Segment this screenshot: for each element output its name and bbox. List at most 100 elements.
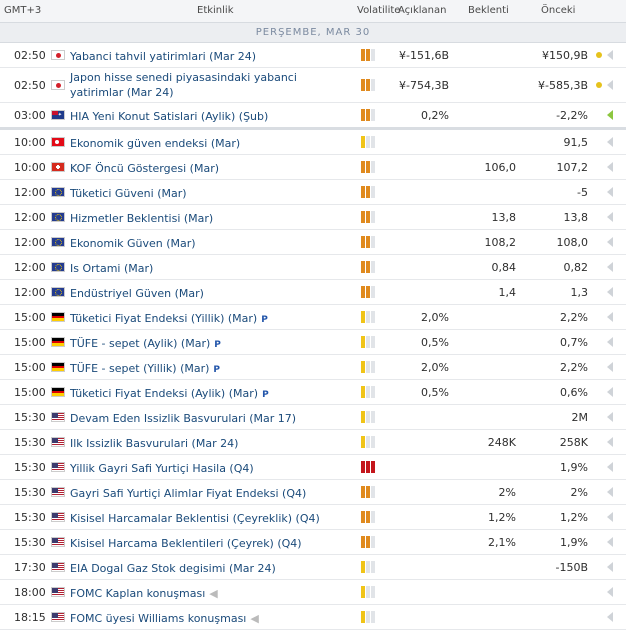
volatility-bar (361, 136, 365, 148)
alert-bell-icon[interactable] (607, 312, 613, 322)
event-link[interactable]: FOMC Kaplan konuşması (70, 587, 206, 600)
event-link[interactable]: Japon hisse senedi piyasasindaki yabanci… (70, 71, 297, 99)
alert-bell-icon[interactable] (607, 262, 613, 272)
event-link[interactable]: Ekonomik Güven (Mar) (70, 237, 196, 250)
alert-bell-icon[interactable] (607, 587, 613, 597)
alert-bell-icon[interactable] (607, 212, 613, 222)
table-row[interactable]: 03:00 ✦ HIA Yeni Konut Satislari (Aylik) (… (0, 103, 626, 130)
alert-bell-icon[interactable] (607, 412, 613, 422)
alert-bell-icon[interactable] (607, 162, 613, 172)
status-dot-icon (596, 82, 602, 88)
table-row[interactable]: 10:00 KOF Öncü Göstergesi (Mar) 106,0 107,2 (0, 155, 626, 180)
event-link[interactable]: Kisisel Harcama Beklentileri (Çeyrek) (Q… (70, 537, 302, 550)
event-link[interactable]: Tüketici Fiyat Endeksi (Yillik) (Mar) (70, 312, 258, 325)
volatility-bar (371, 436, 375, 448)
event-link[interactable]: Tüketici Güveni (Mar) (70, 187, 187, 200)
alert-bell-icon[interactable] (607, 512, 613, 522)
volatility-bar (371, 286, 375, 298)
flag-eu-icon (51, 212, 65, 222)
table-row[interactable]: 12:00 Is Ortami (Mar) 0,84 0,82 (0, 255, 626, 280)
volatility-bar (371, 411, 375, 423)
event-link[interactable]: Devam Eden Issizlik Basvurulari (Mar 17) (70, 412, 297, 425)
volatility-indicator (361, 136, 381, 148)
table-row[interactable]: 15:30 Ilk Issizlik Basvurulari (Mar 24) 24… (0, 430, 626, 455)
col-actual: Açıklanan (398, 5, 447, 16)
event-link[interactable]: TÜFE - sepet (Aylik) (Mar) (70, 337, 211, 350)
event-time: 15:30 (14, 411, 46, 424)
event-link[interactable]: Yillik Gayri Safi Yurtiçi Hasila (Q4) (70, 462, 254, 475)
col-previous: Önceki (541, 5, 576, 16)
day-header: PERŞEMBE, MAR 30 (0, 23, 626, 43)
alert-bell-icon[interactable] (607, 537, 613, 547)
alert-bell-icon[interactable] (607, 337, 613, 347)
event-time: 12:00 (14, 211, 46, 224)
table-row[interactable]: 15:30 Kisisel Harcamalar Beklentisi (Çeyr… (0, 505, 626, 530)
alert-bell-icon[interactable] (607, 487, 613, 497)
preliminary-badge: P (261, 315, 268, 325)
table-row[interactable]: 12:00 Ekonomik Güven (Mar) 108,2 108,0 (0, 230, 626, 255)
event-link[interactable]: FOMC üyesi Williams konuşması (70, 612, 247, 625)
col-event: Etkinlik (197, 5, 234, 16)
event-link[interactable]: Gayri Safi Yurtiçi Alimlar Fiyat Endeksi… (70, 487, 307, 500)
previous-value: 2,2% (560, 311, 588, 324)
alert-bell-icon[interactable] (607, 80, 613, 90)
flag-us-icon (51, 612, 65, 622)
event-link[interactable]: TÜFE - sepet (Yillik) (Mar) (70, 362, 210, 375)
alert-bell-icon[interactable] (607, 562, 613, 572)
event-link[interactable]: Tüketici Fiyat Endeksi (Aylik) (Mar) (70, 387, 259, 400)
event-link[interactable]: EIA Dogal Gaz Stok degisimi (Mar 24) (70, 562, 276, 575)
alert-bell-icon[interactable] (607, 437, 613, 447)
event-link[interactable]: Hizmetler Beklentisi (Mar) (70, 212, 214, 225)
alert-bell-icon[interactable] (607, 362, 613, 372)
alert-bell-icon[interactable] (607, 110, 613, 120)
volatility-bar (361, 336, 365, 348)
table-row[interactable]: 12:00 Endüstriyel Güven (Mar) 1,4 1,3 (0, 280, 626, 305)
event-link[interactable]: Is Ortami (Mar) (70, 262, 154, 275)
actual-value: 0,2% (421, 109, 449, 122)
table-row[interactable]: 15:00 TÜFE - sepet (Yillik) (Mar) P 2,0% 2,2… (0, 355, 626, 380)
table-row[interactable]: 15:00 Tüketici Fiyat Endeksi (Yillik) (Ma… (0, 305, 626, 330)
alert-bell-icon[interactable] (607, 187, 613, 197)
table-row[interactable]: 15:00 TÜFE - sepet (Aylik) (Mar) P 0,5% 0,7% (0, 330, 626, 355)
table-row[interactable]: 15:30 Yillik Gayri Safi Yurtiçi Hasila (Q… (0, 455, 626, 480)
volatility-indicator (361, 236, 381, 248)
table-row[interactable]: 15:30 Devam Eden Issizlik Basvurulari (Ma… (0, 405, 626, 430)
alert-bell-icon[interactable] (607, 50, 613, 60)
table-row[interactable]: 15:00 Tüketici Fiyat Endeksi (Aylik) (Mar… (0, 380, 626, 405)
volatility-indicator (361, 511, 381, 523)
event-link[interactable]: KOF Öncü Göstergesi (Mar) (70, 162, 220, 175)
alert-bell-icon[interactable] (607, 387, 613, 397)
table-row[interactable]: 18:15 FOMC üyesi Williams konuşması ◀ (0, 605, 626, 630)
table-row[interactable]: 18:00 FOMC Kaplan konuşması ◀ (0, 580, 626, 605)
table-row[interactable]: 15:30 Kisisel Harcama Beklentileri (Çeyre… (0, 530, 626, 555)
table-row[interactable]: 12:00 Hizmetler Beklentisi (Mar) 13,8 13,8 (0, 205, 626, 230)
event-link[interactable]: Kisisel Harcamalar Beklentisi (Çeyreklik… (70, 512, 320, 525)
alert-bell-icon[interactable] (607, 462, 613, 472)
event-link[interactable]: Endüstriyel Güven (Mar) (70, 287, 204, 300)
actual-value: 0,5% (421, 386, 449, 399)
event-link[interactable]: Ekonomik güven endeksi (Mar) (70, 137, 241, 150)
volatility-bar (366, 461, 370, 473)
table-row[interactable]: 02:50 Yabanci tahvil yatirimlari (Mar 24)… (0, 43, 626, 68)
alert-bell-icon[interactable] (607, 137, 613, 147)
table-row[interactable]: 10:00 Ekonomik güven endeksi (Mar) 91,5 (0, 130, 626, 155)
event-time: 15:00 (14, 336, 46, 349)
volatility-indicator (361, 361, 381, 373)
table-row[interactable]: 15:30 Gayri Safi Yurtiçi Alimlar Fiyat En… (0, 480, 626, 505)
table-row[interactable]: 17:30 EIA Dogal Gaz Stok degisimi (Mar 24… (0, 555, 626, 580)
table-row[interactable]: 02:50 Japon hisse senedi piyasasindaki ya… (0, 68, 626, 103)
event-link[interactable]: Yabanci tahvil yatirimlari (Mar 24) (70, 50, 257, 63)
table-row[interactable]: 12:00 Tüketici Güveni (Mar) -5 (0, 180, 626, 205)
alert-bell-icon[interactable] (607, 612, 613, 622)
alert-bell-icon[interactable] (607, 237, 613, 247)
event-link[interactable]: Ilk Issizlik Basvurulari (Mar 24) (70, 437, 239, 450)
event-link[interactable]: HIA Yeni Konut Satislari (Aylik) (Şub) (70, 110, 269, 123)
previous-value: 258K (559, 436, 588, 449)
alert-bell-icon[interactable] (607, 287, 613, 297)
volatility-bar (366, 536, 370, 548)
flag-us-icon (51, 537, 65, 547)
event-time: 02:50 (14, 49, 46, 62)
table-header: GMT+3 Etkinlik Volatilite Açıklanan Bekl… (0, 0, 626, 23)
flag-eu-icon (51, 187, 65, 197)
volatility-bar (371, 49, 375, 61)
